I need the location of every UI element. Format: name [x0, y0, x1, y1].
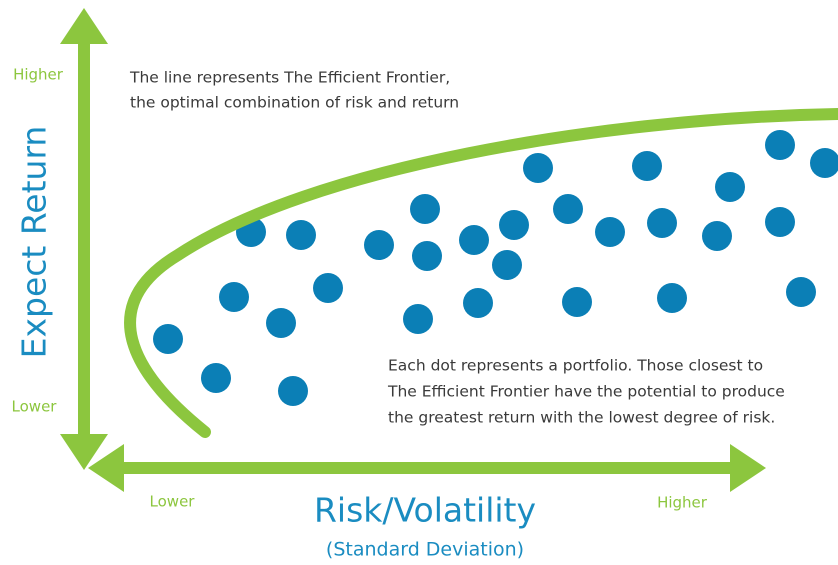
y-arrow-up	[60, 8, 108, 44]
portfolio-dot	[313, 273, 343, 303]
portfolio-dot	[523, 153, 553, 183]
portfolio-dot	[765, 207, 795, 237]
x-axis-sublabel: (Standard Deviation)	[326, 539, 524, 561]
portfolio-dot	[286, 220, 316, 250]
portfolio-dot	[499, 210, 529, 240]
portfolio-dot	[765, 130, 795, 160]
portfolio-dot	[810, 148, 838, 178]
portfolio-dot	[632, 151, 662, 181]
portfolio-dot	[492, 250, 522, 280]
portfolio-dot	[657, 283, 687, 313]
portfolio-dot	[459, 225, 489, 255]
portfolio-dot	[786, 277, 816, 307]
portfolio-dot	[219, 282, 249, 312]
portfolio-dot	[364, 230, 394, 260]
y-axis-label: Expect Return	[15, 126, 54, 359]
note-line: the optimal combination of risk and retu…	[130, 94, 459, 112]
portfolio-dot	[702, 221, 732, 251]
portfolio-dot	[153, 324, 183, 354]
portfolio-dot	[463, 288, 493, 318]
x-axis-label: Risk/Volatility	[314, 491, 536, 530]
portfolio-dot	[266, 308, 296, 338]
portfolio-dot	[647, 208, 677, 238]
portfolio-dot	[201, 363, 231, 393]
x-high: Higher	[657, 494, 708, 512]
dots	[153, 130, 838, 406]
note-line: the greatest return with the lowest degr…	[388, 409, 775, 427]
note-line: The line represents The Efficient Fronti…	[129, 69, 450, 87]
x-arrow-left	[88, 444, 124, 492]
x-axis-shaft	[115, 462, 740, 474]
portfolio-dot	[595, 217, 625, 247]
portfolio-dot	[412, 241, 442, 271]
portfolio-dot	[715, 172, 745, 202]
axes	[60, 8, 766, 492]
y-axis-shaft	[78, 40, 90, 440]
portfolio-dot	[278, 376, 308, 406]
y-arrow-down	[60, 434, 108, 470]
portfolio-dot	[553, 194, 583, 224]
y-low: Lower	[12, 398, 58, 416]
x-low: Lower	[150, 493, 196, 511]
note-line: The Efficient Frontier have the potentia…	[387, 383, 785, 401]
portfolio-dot	[410, 194, 440, 224]
note-line: Each dot represents a portfolio. Those c…	[388, 357, 763, 375]
portfolio-dot	[403, 304, 433, 334]
y-high: Higher	[13, 66, 64, 84]
x-arrow-right	[730, 444, 766, 492]
efficient-frontier	[124, 108, 838, 438]
portfolio-dot	[562, 287, 592, 317]
